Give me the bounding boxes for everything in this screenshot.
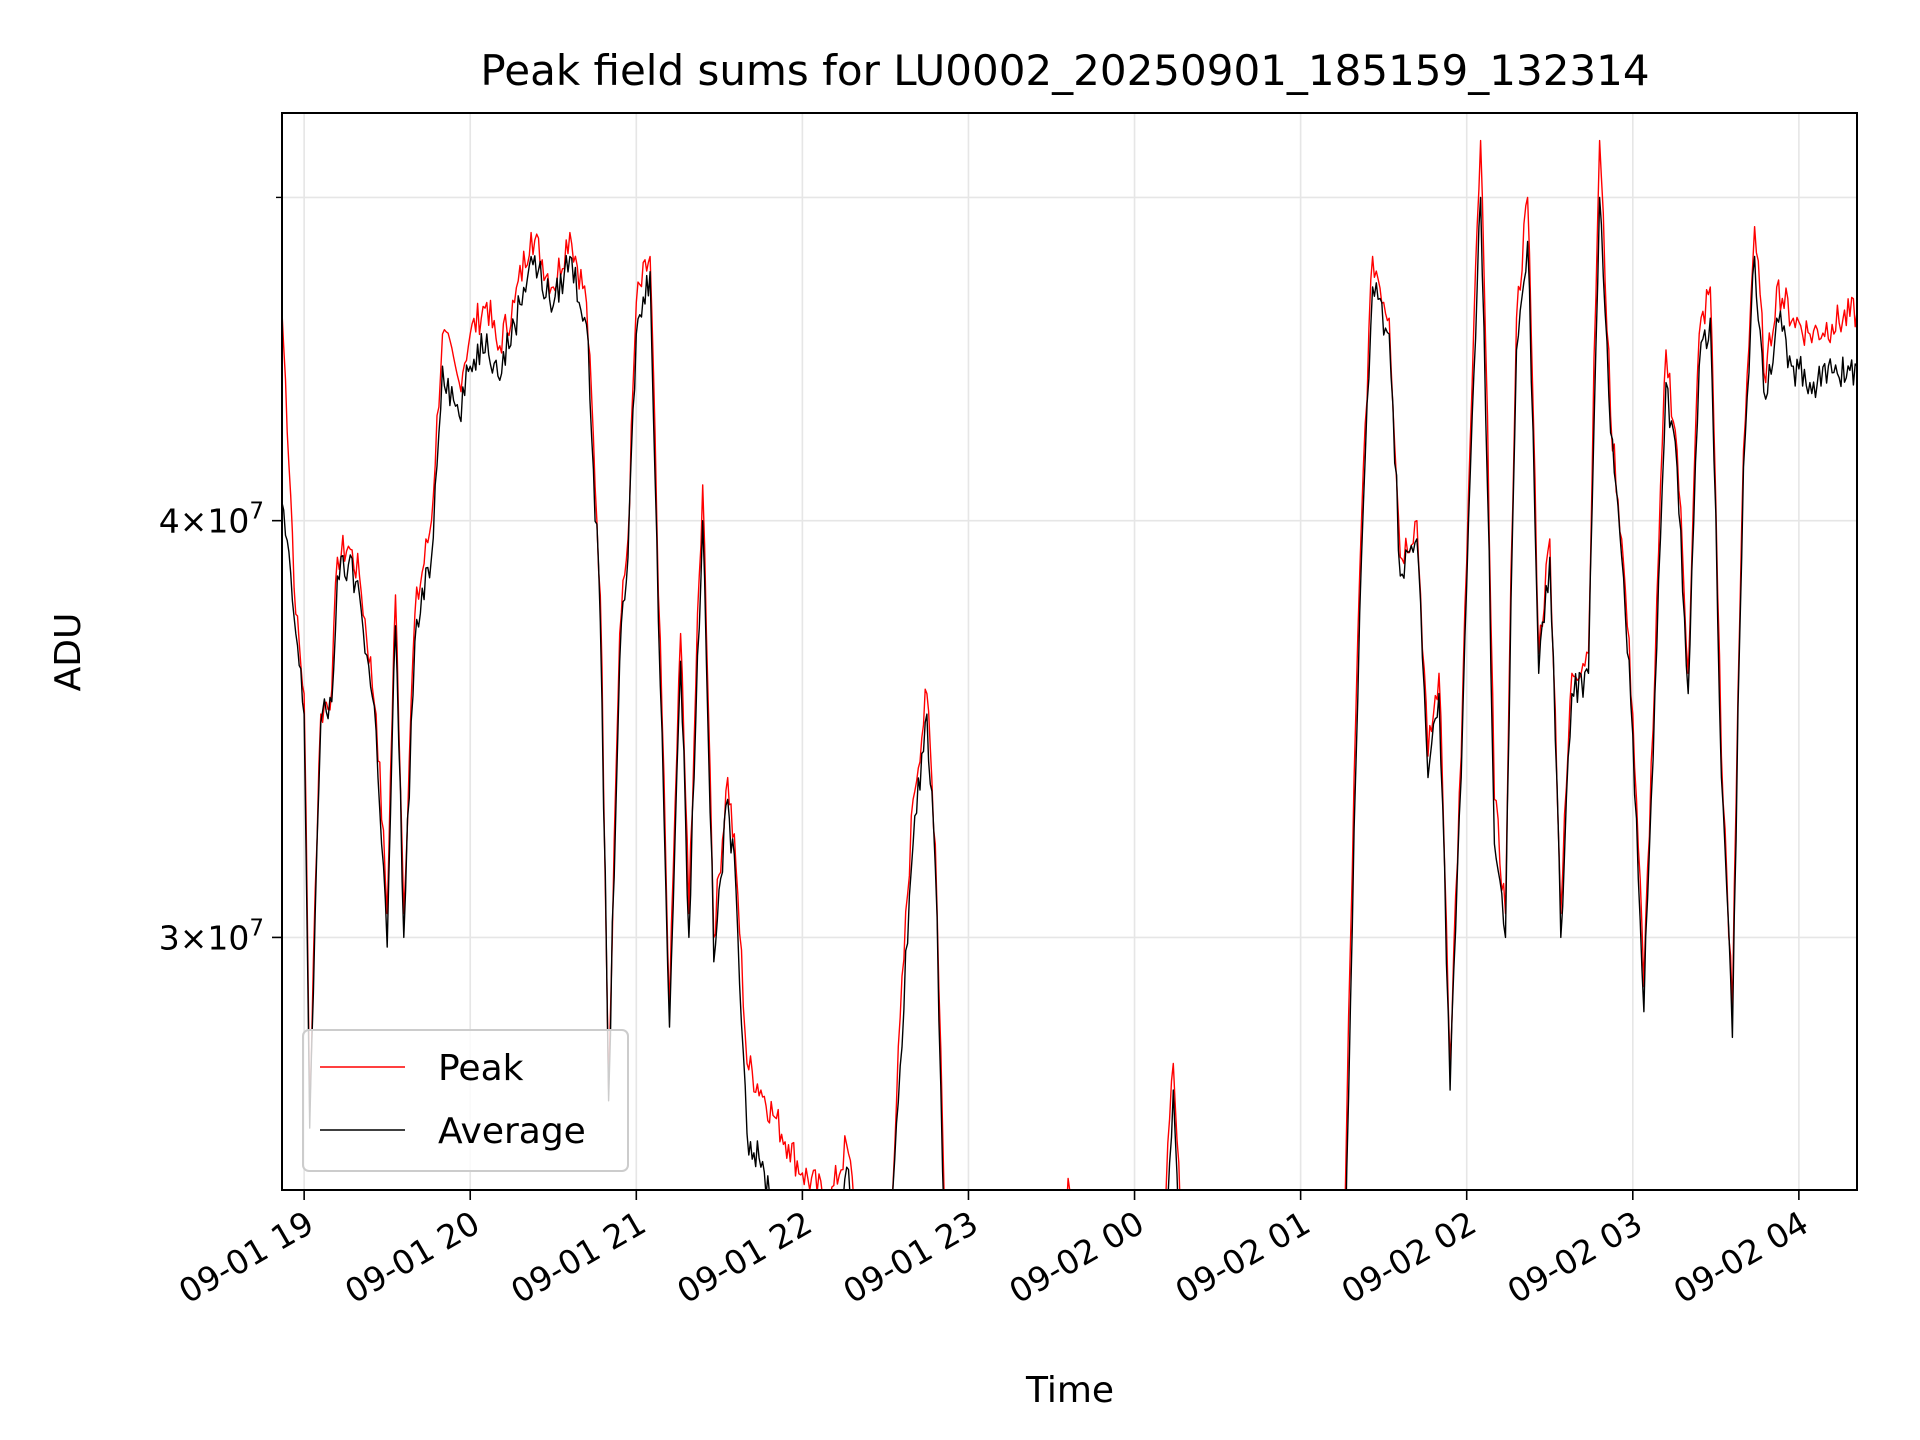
legend-label-peak: Peak bbox=[438, 1048, 524, 1089]
chart-title: Peak field sums for LU0002_20250901_1851… bbox=[480, 46, 1649, 95]
y-tick-label: 4×107 bbox=[159, 499, 264, 541]
y-tick-label: 3×107 bbox=[159, 915, 264, 957]
y-axis-label: ADU bbox=[48, 613, 89, 692]
series-layer bbox=[282, 139, 1857, 1190]
series-line-average bbox=[282, 196, 1857, 1190]
plot-frame bbox=[281, 112, 1858, 1191]
x-axis-label: Time bbox=[1025, 1370, 1114, 1411]
legend-box bbox=[302, 1029, 629, 1172]
y-axis-ticks: 3×107 4×107 bbox=[159, 196, 282, 957]
grid-lines bbox=[282, 113, 1857, 1190]
legend-label-average: Average bbox=[438, 1111, 586, 1152]
series-line-peak bbox=[282, 139, 1857, 1190]
legend: Peak Average bbox=[302, 1029, 629, 1172]
